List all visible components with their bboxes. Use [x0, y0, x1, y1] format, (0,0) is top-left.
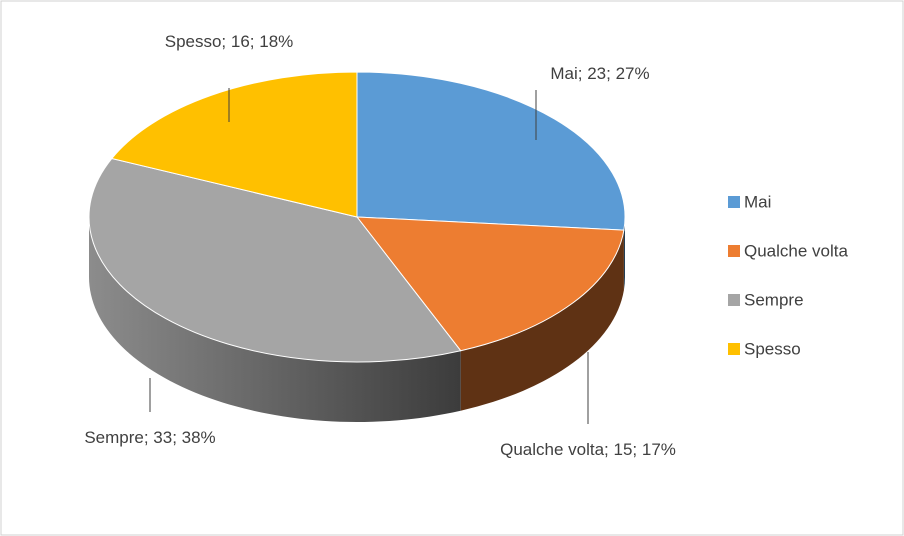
- data-label: Spesso; 16; 18%: [164, 32, 294, 51]
- slice: [355, 216, 625, 352]
- legend-swatch: [728, 294, 740, 306]
- slice-side: [89, 217, 461, 422]
- legend-swatch: [728, 343, 740, 355]
- legend-label: Sempre: [744, 290, 804, 309]
- slice: [110, 71, 358, 218]
- legend-label: Mai: [744, 192, 771, 211]
- data-label: Qualche volta; 15; 17%: [500, 440, 676, 459]
- slice-side: [460, 230, 624, 411]
- legend-swatch: [728, 245, 740, 257]
- slice-side: [623, 217, 625, 291]
- slice: [356, 71, 626, 231]
- legend-swatch: [728, 196, 740, 208]
- data-label: Sempre; 33; 38%: [84, 428, 216, 447]
- slice: [88, 157, 462, 363]
- legend-label: Spesso: [744, 339, 801, 358]
- data-label: Mai; 23; 27%: [550, 64, 650, 83]
- legend-label: Qualche volta: [744, 241, 848, 260]
